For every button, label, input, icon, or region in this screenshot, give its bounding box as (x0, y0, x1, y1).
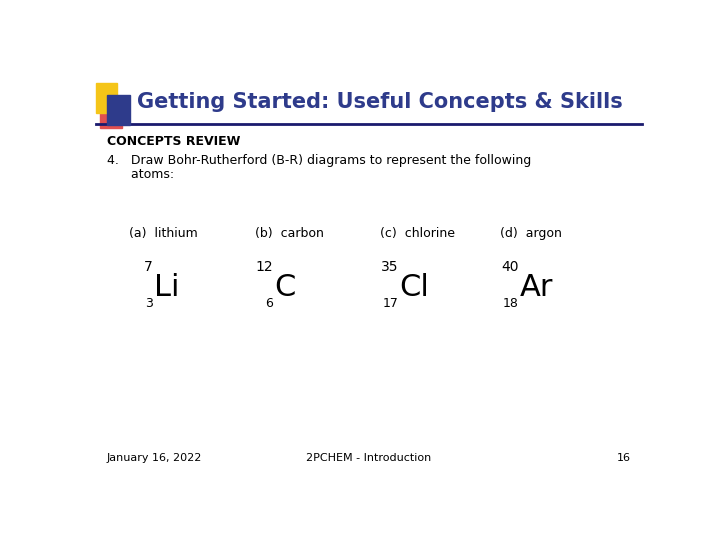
Bar (107, 95, 130, 125)
Text: January 16, 2022: January 16, 2022 (107, 453, 202, 463)
Text: CONCEPTS REVIEW: CONCEPTS REVIEW (107, 135, 240, 148)
Text: Li: Li (154, 273, 180, 302)
Text: (d)  argon: (d) argon (500, 227, 562, 240)
Text: 35: 35 (381, 260, 399, 274)
Text: 7: 7 (144, 260, 153, 274)
Text: C: C (274, 273, 295, 302)
Text: Cl: Cl (400, 273, 430, 302)
Text: 17: 17 (383, 296, 399, 309)
Text: (b)  carbon: (b) carbon (255, 227, 323, 240)
Text: 2PCHEM - Introduction: 2PCHEM - Introduction (307, 453, 431, 463)
Text: 3: 3 (145, 296, 153, 309)
Text: atoms:: atoms: (107, 167, 174, 181)
Text: 4.   Draw Bohr-Rutherford (B-R) diagrams to represent the following: 4. Draw Bohr-Rutherford (B-R) diagrams t… (107, 154, 531, 167)
Bar (100, 104, 122, 128)
Text: 18: 18 (503, 296, 518, 309)
Text: 40: 40 (501, 260, 518, 274)
Bar (96, 83, 117, 113)
Text: Getting Started: Useful Concepts & Skills: Getting Started: Useful Concepts & Skill… (138, 92, 624, 112)
Text: 12: 12 (256, 260, 273, 274)
Text: (c)  chlorine: (c) chlorine (380, 227, 455, 240)
Text: 16: 16 (617, 453, 631, 463)
Text: (a)  lithium: (a) lithium (129, 227, 198, 240)
Text: 6: 6 (265, 296, 273, 309)
Text: Ar: Ar (520, 273, 553, 302)
